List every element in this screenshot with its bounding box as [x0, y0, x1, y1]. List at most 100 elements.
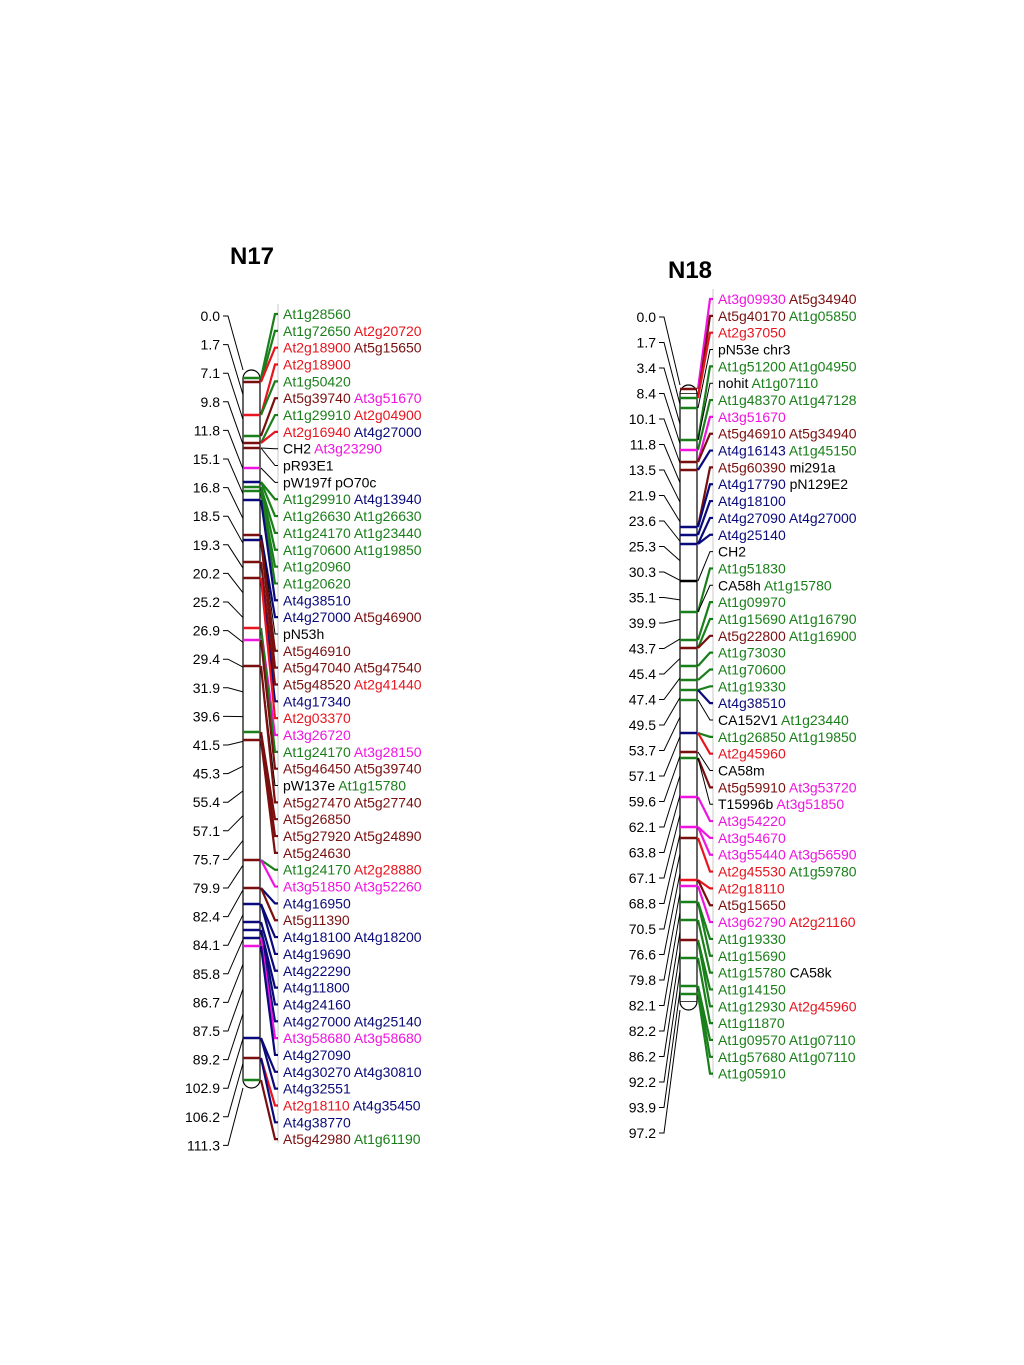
marker-name: At5g40170 [718, 308, 786, 324]
marker-name: At4g17340 [283, 693, 351, 709]
position-leader-line [659, 970, 681, 1083]
position-label: 41.5 [193, 737, 220, 753]
marker-name: At1g28560 [283, 306, 351, 322]
position-leader-line [659, 892, 681, 981]
position-label: 49.5 [629, 717, 656, 733]
marker-row: At2g45530 At1g59780 [718, 864, 857, 880]
marker-row: At3g58680 At3g58680 [283, 1030, 422, 1046]
position-label: 25.3 [629, 539, 656, 555]
marker-name: At4g30810 [351, 1064, 422, 1080]
marker-name: At5g39740 [283, 390, 351, 406]
marker-row: At1g50420 [283, 373, 351, 389]
marker-row: At1g19330 [718, 931, 786, 947]
marker-row: At5g42980 At1g61190 [283, 1131, 421, 1147]
position-label: 70.5 [629, 921, 656, 937]
marker-name: At3g62790 [718, 914, 786, 930]
marker-connector-line [697, 689, 713, 705]
position-leader-line [659, 638, 681, 649]
marker-row: At1g26630 At1g26630 [283, 508, 422, 524]
marker-connector-line [259, 937, 278, 1040]
marker-name: At4g19690 [283, 946, 351, 962]
marker-row: At1g24170 At2g28880 [283, 862, 422, 878]
marker-connector-line [259, 1057, 278, 1124]
marker-name: At1g09570 [718, 1032, 786, 1048]
marker-name: At4g13940 [351, 491, 422, 507]
marker-connector-line [259, 486, 278, 551]
marker-row: At1g09970 [718, 594, 786, 610]
position-label: 11.8 [194, 422, 220, 438]
marker-row: At1g09570 At1g07110 [718, 1032, 856, 1048]
position-leader-line [659, 677, 681, 700]
marker-row: At5g39740 At3g51670 [283, 390, 422, 406]
position-label: 106.2 [185, 1109, 220, 1125]
marker-name: At4g27000 [283, 1013, 351, 1029]
position-label: 84.1 [193, 937, 220, 953]
marker-name: At5g60390 [718, 459, 786, 475]
marker-row: At3g26720 [283, 727, 351, 743]
position-leader-line [659, 912, 681, 1006]
marker-name: At1g29910 [283, 491, 351, 507]
marker-name: At1g24170 [283, 862, 351, 878]
marker-name: At5g48520 [283, 676, 351, 692]
marker-row: At4g38510 [718, 695, 786, 711]
marker-name: At1g59780 [786, 864, 857, 880]
marker-name: At3g55440 [718, 847, 786, 863]
position-label: 62.1 [629, 819, 656, 835]
marker-name: At2g37050 [718, 325, 786, 341]
position-leader-line [659, 367, 681, 425]
position-label: 86.2 [629, 1049, 656, 1065]
marker-name: At1g48370 [718, 392, 786, 408]
marker-connector-line [696, 297, 713, 390]
position-leader-line [223, 544, 244, 569]
marker-row: At4g16143 At1g45150 [718, 443, 857, 459]
marker-row: At1g26850 At1g19850 [718, 729, 857, 745]
marker-name: At1g19850 [351, 542, 422, 558]
marker-connector-line [696, 826, 713, 856]
marker-name: At1g61190 [351, 1131, 421, 1147]
marker-name: At1g16900 [786, 628, 857, 644]
marker-row: CA152V1 At1g23440 [718, 712, 849, 728]
position-label: 57.1 [193, 823, 220, 839]
marker-name: At4g38510 [283, 592, 351, 608]
marker-row: At4g38510 [283, 592, 351, 608]
marker-row: At5g59910 At3g53720 [718, 779, 857, 795]
position-leader-line [223, 765, 244, 775]
position-label: 89.2 [193, 1052, 220, 1068]
position-leader-line [223, 315, 244, 371]
marker-connector-line [696, 919, 713, 974]
chromosome-bar [679, 384, 698, 1011]
marker-connector-line [697, 651, 713, 667]
marker-name: At1g11870 [718, 1015, 785, 1031]
position-label: 53.7 [629, 743, 656, 759]
marker-row: CA58h At1g15780 [718, 577, 832, 593]
marker-row: At1g11870 [718, 1015, 785, 1031]
marker-row: At3g55440 At3g56590 [718, 847, 857, 863]
marker-row: At1g28560 [283, 306, 351, 322]
marker-name: At1g04950 [786, 358, 857, 374]
marker-name: At2g21160 [786, 914, 856, 930]
marker-row: At3g54670 [718, 830, 786, 846]
marker-row: pR93E1 [283, 458, 334, 474]
position-leader-line [223, 1013, 244, 1061]
marker-connector-line [697, 382, 713, 441]
marker-row: CH2 At3g23290 [283, 441, 382, 457]
marker-connector-line [696, 757, 713, 789]
marker-name: At1g07110 [786, 1032, 856, 1048]
position-label: 68.8 [629, 896, 656, 912]
marker-connector-line [259, 481, 278, 518]
marker-name: T15996b [718, 796, 773, 812]
marker-connector-line [696, 483, 713, 528]
position-label: 82.1 [629, 998, 656, 1014]
marker-row: At1g72650 At2g20720 [283, 323, 422, 339]
position-leader-line [223, 601, 244, 618]
marker-name: At5g22800 [718, 628, 786, 644]
marker-name: At1g15690 [718, 611, 786, 627]
marker-name: At5g34940 [786, 426, 857, 442]
position-leader-line [659, 834, 681, 904]
marker-connector-line [259, 929, 278, 1006]
position-label: 11.8 [630, 437, 656, 453]
marker-name: At4g32551 [283, 1081, 351, 1097]
marker-name: At4g24160 [283, 996, 351, 1012]
position-leader-line [223, 372, 244, 420]
